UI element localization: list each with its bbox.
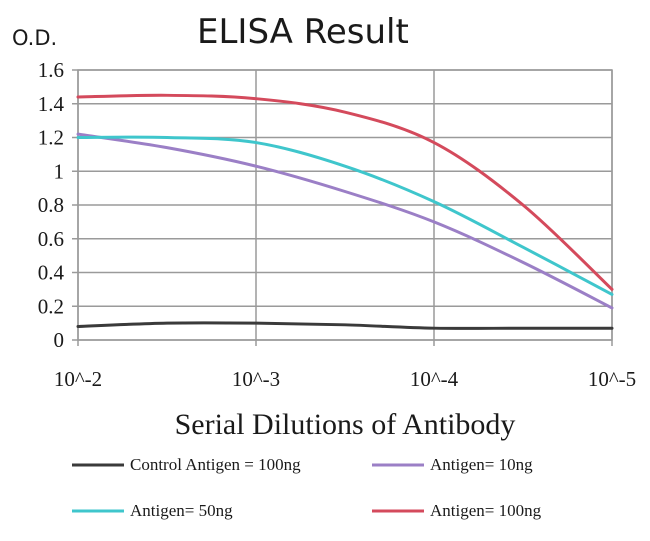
y-tick-label: 1 bbox=[54, 159, 65, 183]
x-tick-label: 10^-4 bbox=[410, 367, 459, 391]
y-tick-label: 0.2 bbox=[38, 294, 64, 318]
x-tick-labels: 10^-2 10^-3 10^-4 10^-5 bbox=[54, 367, 636, 391]
x-axis-label: Serial Dilutions of Antibody bbox=[175, 408, 516, 441]
x-tick-label: 10^-3 bbox=[232, 367, 280, 391]
series-line-2 bbox=[76, 135, 614, 296]
y-axis-label: O.D. bbox=[12, 26, 57, 50]
y-tick-label: 0 bbox=[54, 328, 65, 352]
chart-title: ELISA Result bbox=[197, 12, 409, 52]
x-tick-label: 10^-2 bbox=[54, 367, 102, 391]
series-line-3 bbox=[76, 93, 614, 291]
y-tick-label: 0.8 bbox=[38, 193, 64, 217]
y-tick-label: 1.2 bbox=[38, 126, 64, 150]
grid-lines bbox=[72, 69, 613, 346]
y-tick-label: 1.6 bbox=[38, 58, 64, 82]
series-line-0 bbox=[76, 321, 614, 330]
y-tick-labels: 0 0.2 0.4 0.6 0.8 1 1.2 1.4 1.6 bbox=[38, 58, 65, 352]
legend-label: Antigen= 50ng bbox=[130, 501, 233, 520]
legend-label: Antigen= 10ng bbox=[430, 455, 533, 474]
y-tick-label: 1.4 bbox=[38, 92, 65, 116]
series-line-1 bbox=[76, 132, 614, 310]
series-lines bbox=[76, 93, 614, 330]
x-tick-label: 10^-5 bbox=[588, 367, 636, 391]
legend-label: Control Antigen = 100ng bbox=[130, 455, 301, 474]
legend-label: Antigen= 100ng bbox=[430, 501, 542, 520]
legend: Control Antigen = 100ng Antigen= 10ng Anti… bbox=[72, 455, 542, 520]
y-tick-label: 0.4 bbox=[38, 261, 65, 285]
y-tick-label: 0.6 bbox=[38, 227, 64, 251]
